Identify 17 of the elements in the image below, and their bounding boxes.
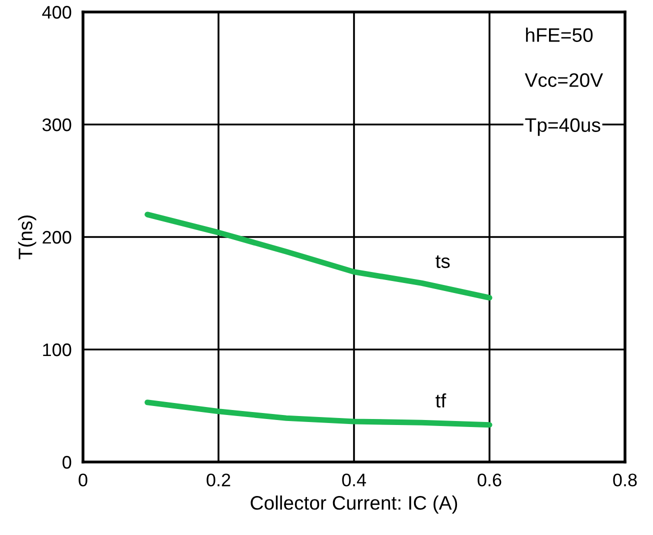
y-tick-label: 100 xyxy=(43,343,72,356)
x-tick-label: 0.4 xyxy=(342,474,366,486)
y-tick-label: 400 xyxy=(42,6,72,19)
x-tick-label: 0.2 xyxy=(206,474,230,486)
annotation: Tp=40us xyxy=(525,118,600,136)
annotation: tf xyxy=(436,393,446,408)
y-axis-title: T(ns) xyxy=(18,216,36,260)
annotation: hFE=50 xyxy=(526,28,593,42)
x-tick-label: 0.6 xyxy=(478,474,502,486)
y-tick-label: 200 xyxy=(42,230,72,244)
x-tick-label: 0.8 xyxy=(613,474,637,486)
x-tick-label: 0 xyxy=(78,474,88,486)
annotation: Vcc=20V xyxy=(524,73,604,87)
y-tick-label: 0 xyxy=(62,456,72,469)
annotation: ts xyxy=(436,255,450,268)
x-axis-title: Collector Current: IC (A) xyxy=(250,496,458,514)
y-tick-label: 300 xyxy=(42,118,72,132)
